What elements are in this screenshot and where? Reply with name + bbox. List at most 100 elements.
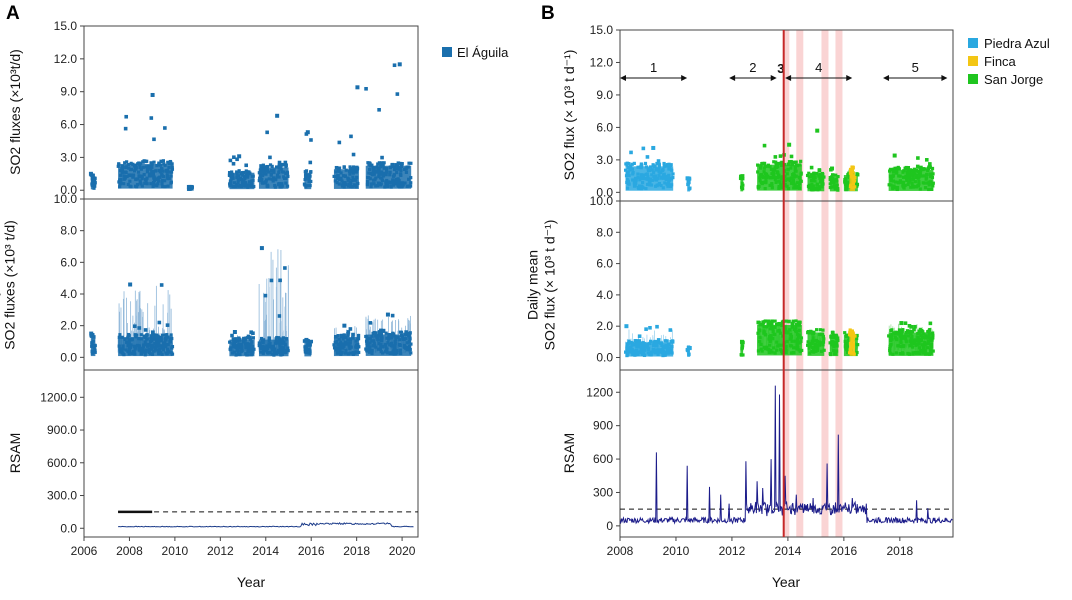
data-point: [237, 337, 242, 341]
legend-swatch-el-aguila: [442, 47, 452, 57]
period-arrow-head-right: [681, 75, 688, 81]
panel-b-label: B: [541, 3, 555, 24]
data-point: [915, 164, 920, 169]
xtick-label: 2008: [116, 544, 143, 558]
panel-b-rsam-frame: [619, 369, 954, 538]
data-point: [407, 331, 412, 336]
data-point: [283, 266, 287, 270]
panel-a-rsam-frame: [83, 369, 419, 538]
data-point: [309, 170, 313, 174]
xtick-label: 2014: [775, 544, 802, 558]
data-point: [380, 161, 384, 165]
data-point-max: [766, 319, 771, 324]
data-point: [906, 166, 911, 170]
data-cluster-band: [740, 176, 744, 192]
panel-a-sub1-ytick-label: 10.0: [54, 192, 78, 206]
data-point: [921, 330, 925, 334]
panel-b-daily-plot: 0.0 2.0 4.0 6.0 8.0 10.0: [590, 194, 935, 364]
data-point: [150, 330, 155, 334]
data-point: [231, 337, 236, 341]
period-arrow-head-right: [941, 75, 948, 81]
xtick-label: 2006: [71, 544, 98, 558]
data-point: [783, 162, 787, 167]
data-point: [167, 161, 171, 166]
data-point: [644, 327, 648, 331]
data-point: [134, 335, 138, 339]
data-point: [758, 322, 762, 327]
data-point: [366, 161, 370, 165]
data-point: [794, 319, 798, 323]
data-point: [269, 278, 274, 283]
data-point: [189, 184, 194, 189]
panel-a-sub0-ytick-label: 12.0: [54, 52, 78, 66]
data-point: [635, 339, 640, 344]
legend-label-finca: Finca: [984, 54, 1017, 69]
data-point: [342, 165, 346, 169]
data-point-max: [186, 184, 191, 189]
data-point: [655, 324, 659, 329]
data-cluster-band: [687, 347, 690, 357]
data-point: [357, 333, 361, 338]
data-point: [787, 319, 791, 324]
data-point: [830, 173, 835, 177]
xtick-label: 2010: [162, 544, 189, 558]
data-point: [772, 160, 776, 164]
data-point: [227, 171, 232, 175]
data-point: [913, 324, 917, 329]
panel-a-sub2-ytick-label: 0.0: [60, 521, 77, 535]
data-cluster-band: [687, 178, 690, 192]
data-point-max: [355, 85, 360, 90]
data-cluster-band: [807, 175, 825, 192]
data-point: [928, 162, 932, 166]
data-cluster-band: [118, 337, 173, 357]
data-point-max: [892, 153, 897, 158]
data-point: [627, 339, 631, 343]
data-point: [657, 164, 661, 168]
data-point: [790, 162, 795, 167]
data-point: [235, 170, 239, 174]
data-point: [916, 156, 920, 160]
data-cluster-band: [229, 339, 255, 357]
data-point: [118, 333, 122, 337]
data-point: [403, 332, 407, 336]
data-point: [649, 339, 653, 343]
data-point: [336, 334, 340, 338]
data-point-max: [304, 337, 309, 342]
panel-a-sub1-ytick-label: 2.0: [60, 319, 77, 333]
data-point: [756, 320, 761, 325]
data-point: [817, 168, 822, 172]
panel-a-sub1-y-axis-label: SO2 fluxes (×10³ t/d): [2, 220, 18, 350]
data-point: [928, 321, 933, 326]
panel-b-sub0-ytick-label: 6.0: [596, 120, 613, 134]
panel-b-sub1-y-axis-label: SO2 flux (× 10³ t d⁻¹): [542, 220, 558, 351]
data-point: [276, 336, 281, 340]
data-point: [910, 330, 914, 334]
panel-b-sub1-ytick-label: 6.0: [596, 257, 613, 271]
legend-swatch-san-jorge: [968, 74, 978, 84]
data-point: [633, 339, 637, 343]
data-point: [820, 171, 825, 176]
data-point: [763, 319, 767, 323]
period-label: 2: [749, 60, 756, 75]
data-point: [123, 126, 128, 131]
data-point: [364, 86, 368, 91]
data-point: [836, 175, 840, 179]
data-cluster-band: [304, 342, 312, 357]
xtick-label: 2016: [298, 544, 325, 558]
data-point: [905, 329, 910, 333]
xtick-label: 2016: [831, 544, 858, 558]
data-point: [159, 283, 164, 287]
data-point: [844, 334, 849, 339]
data-cluster-band: [90, 337, 96, 357]
xtick-label: 2020: [389, 544, 416, 558]
data-point: [670, 340, 675, 344]
period-arrow-head-left: [620, 75, 626, 81]
panel-a-sub0-ytick-label: 3.0: [60, 150, 77, 164]
panel-b-sub0-ytick-label: 15.0: [590, 23, 614, 37]
data-point: [395, 92, 400, 96]
panel-b-rsam-plot: 0 300 600 900 1200: [586, 385, 953, 533]
data-point: [761, 320, 766, 325]
data-point: [144, 333, 149, 337]
data-point-max: [687, 346, 692, 351]
data-point: [274, 165, 279, 169]
